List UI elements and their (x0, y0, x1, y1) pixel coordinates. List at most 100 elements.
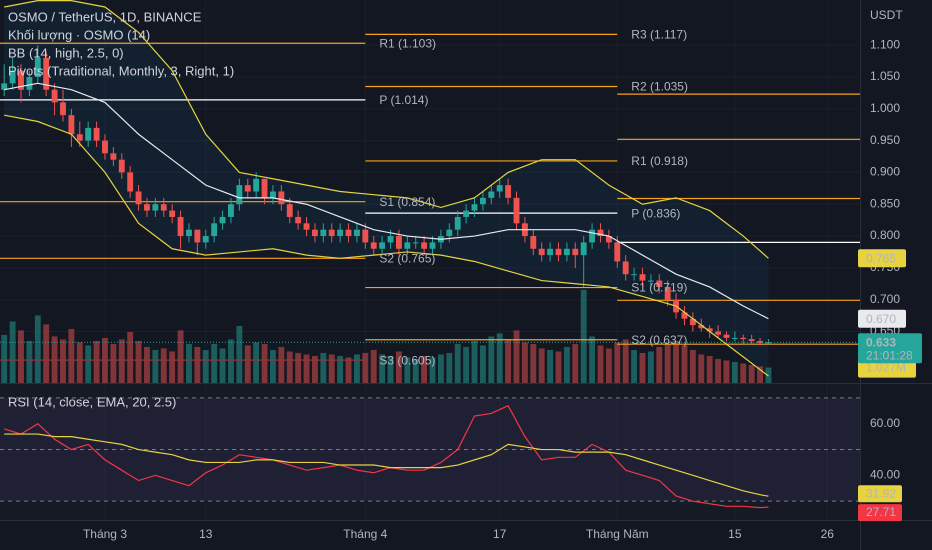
candle-body (496, 185, 503, 192)
volume-bar (345, 357, 352, 383)
candle-body (34, 57, 41, 77)
candle-body (312, 229, 318, 237)
volume-bar (110, 343, 117, 383)
candle-body (328, 229, 335, 237)
y-tick-label: 0.850 (870, 196, 900, 210)
volume-bar (152, 349, 159, 383)
volume-bar (202, 349, 209, 383)
volume-badge (858, 359, 916, 378)
volume-bar (597, 345, 604, 383)
volume-bar (244, 345, 251, 383)
volume-bar (656, 346, 663, 383)
candle-body (228, 204, 234, 217)
candle-body (370, 242, 377, 249)
rsi-title: RSI (14, close, EMA, 20, 2.5) (8, 394, 176, 409)
volume-bar (547, 349, 554, 383)
rsi-badge-label: 27.71 (866, 505, 896, 519)
candle-body (404, 242, 411, 249)
volume-bar (144, 346, 150, 383)
candle-body (505, 185, 512, 198)
candle-body (488, 191, 495, 198)
candle-body (723, 334, 730, 338)
volume-bar (521, 342, 528, 383)
volume-bar (186, 343, 192, 383)
candle-body (270, 191, 276, 198)
volume-bar (370, 349, 377, 383)
volume-bar (505, 339, 512, 383)
candle-body (656, 280, 663, 287)
volume-bar (127, 331, 134, 383)
candle-body (395, 236, 402, 249)
candle-body (412, 242, 419, 244)
pivot-label: P (0.836) (631, 206, 680, 220)
candle-body (337, 229, 344, 237)
volume-bar (421, 355, 428, 383)
volume-bar (748, 364, 755, 383)
rsi-tick-label: 60.00 (870, 416, 900, 430)
volume-bar (169, 351, 176, 383)
volume-bar (278, 346, 285, 383)
candle-body (102, 140, 108, 154)
volume-bar (211, 343, 218, 383)
volume-bar (647, 351, 654, 383)
rsi-badge (858, 485, 902, 503)
candle-body (345, 229, 352, 237)
candle-body (320, 229, 327, 237)
volume-bar (446, 352, 453, 383)
bb-line (4, 114, 769, 377)
candle-body (471, 204, 478, 211)
volume-bar (228, 339, 234, 383)
volume-bar (496, 333, 503, 383)
volume-bar (43, 324, 50, 383)
candle-body (698, 325, 705, 329)
pivot-label: R1 (1.103) (379, 36, 436, 50)
rsi-badge (858, 504, 902, 522)
candle-body (463, 210, 470, 217)
candle-body (118, 159, 125, 173)
volume-bar (689, 349, 696, 383)
candle-body (177, 216, 184, 237)
candle-body (303, 223, 310, 230)
candle-body (748, 339, 755, 342)
candle-body (26, 76, 33, 90)
x-tick-label: 15 (728, 527, 742, 541)
volume-bar (572, 343, 579, 383)
candle-body (538, 248, 545, 256)
rsi-pane (0, 384, 860, 520)
price-badge-label: 0.670 (866, 312, 896, 326)
candle-body (706, 328, 713, 332)
candle-body (547, 248, 554, 256)
candle-body (454, 216, 461, 230)
candle-body (9, 70, 16, 84)
candle-body (76, 134, 83, 141)
bb-line (4, 0, 769, 259)
candle-body (555, 248, 562, 256)
candle-body (589, 229, 596, 243)
candle-body (387, 236, 394, 243)
candle-body (253, 178, 260, 192)
candle-body (421, 242, 428, 249)
price-badge (858, 309, 906, 328)
pivot-label: S2 (0.637) (631, 333, 687, 347)
volume-bar (26, 340, 33, 383)
candle-body (572, 248, 579, 256)
volume-bar (286, 351, 293, 383)
volume-bar (681, 345, 688, 383)
volume-bar (706, 355, 713, 383)
candle-body (715, 331, 722, 335)
volume-bar (412, 358, 419, 383)
pivot-label: R3 (1.117) (631, 28, 687, 42)
symbol-title: OSMO / TetherUS, 1D, BINANCE (8, 9, 202, 24)
countdown-label: 21:01:28 (866, 348, 913, 362)
candle-body (1, 83, 8, 90)
candle-body (194, 229, 201, 243)
pivot-label: R2 (1.035) (631, 80, 688, 94)
x-tick-label: 26 (821, 527, 835, 541)
y-tick-label: 1.100 (870, 37, 900, 51)
volume-bar (488, 336, 495, 383)
volume-bar (437, 354, 444, 383)
volume-bar (194, 346, 201, 383)
y-axis-label: USDT (870, 8, 903, 22)
candle-body (689, 318, 696, 326)
candle-body (43, 57, 50, 90)
